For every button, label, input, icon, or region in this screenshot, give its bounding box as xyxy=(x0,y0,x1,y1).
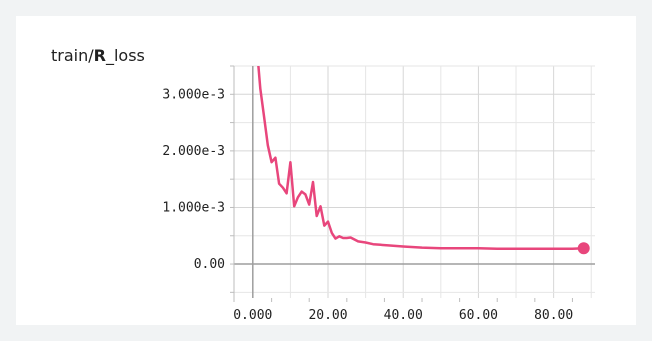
x-tick-label: 60.00 xyxy=(459,308,498,323)
chart-card: train/R_loss xyxy=(16,16,636,325)
y-tick-label: 2.000e-3 xyxy=(162,144,225,159)
series-line xyxy=(257,66,585,251)
x-tick-label: 0.000 xyxy=(233,308,272,323)
chart-title-prefix: train/ xyxy=(51,46,94,65)
y-tick-label: 3.000e-3 xyxy=(162,87,225,102)
chart-title-suffix: _loss xyxy=(105,46,145,65)
chart-title: train/R_loss xyxy=(51,46,145,65)
y-tick-label: 0.00 xyxy=(194,257,225,272)
series-last-point xyxy=(577,242,590,255)
x-tick-label: 80.00 xyxy=(534,308,573,323)
chart-title-bold: R xyxy=(93,46,106,65)
x-tick-label: 20.00 xyxy=(308,308,347,323)
x-tick-label: 40.00 xyxy=(384,308,423,323)
y-tick-label: 1.000e-3 xyxy=(162,200,225,215)
